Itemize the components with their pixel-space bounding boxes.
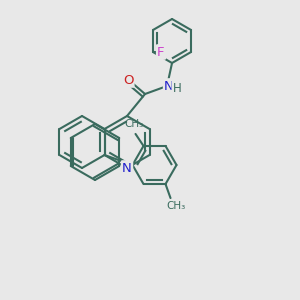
Text: CH₃: CH₃ [166,201,185,211]
Text: N: N [164,80,174,92]
Text: H: H [173,82,182,94]
Text: N: N [122,161,132,175]
Text: O: O [123,74,133,86]
Text: F: F [157,46,165,59]
Text: CH₃: CH₃ [124,119,143,129]
